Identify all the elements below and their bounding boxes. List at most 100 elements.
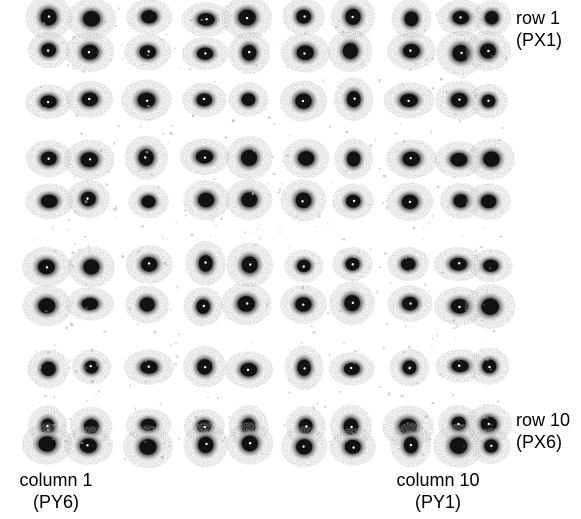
speckle: [191, 9, 193, 13]
speckle: [458, 119, 461, 123]
speckle: [361, 296, 365, 300]
spot: [182, 180, 230, 220]
speckle: [205, 107, 208, 109]
speckle: [337, 20, 341, 22]
speckle: [288, 391, 291, 394]
speckle: [72, 265, 75, 268]
speckle: [70, 92, 74, 94]
spot: [332, 247, 373, 282]
speckle: [431, 214, 434, 217]
speckle: [505, 56, 507, 60]
speckle: [447, 205, 449, 209]
speckle: [179, 66, 181, 69]
speckle: [175, 342, 177, 345]
speckle: [200, 19, 203, 21]
speckle: [431, 57, 434, 60]
speckle: [154, 429, 157, 432]
speckle: [342, 93, 345, 97]
speckle: [482, 227, 484, 229]
speckle: [141, 225, 144, 228]
speckle: [441, 272, 444, 274]
speckle: [100, 202, 103, 204]
speckle: [479, 246, 483, 249]
spot-center: [458, 98, 461, 101]
speckle: [164, 304, 167, 307]
speckle: [129, 384, 131, 387]
spot: [126, 0, 173, 35]
speckle: [402, 35, 406, 37]
spot-center: [144, 156, 147, 159]
speckle: [167, 141, 170, 143]
speckle: [147, 54, 150, 56]
speckle: [217, 397, 219, 400]
spot: [280, 426, 328, 468]
speckle: [86, 399, 89, 403]
spot: [387, 285, 433, 322]
spot-center: [458, 262, 461, 265]
speckle: [63, 424, 65, 427]
spot-center: [204, 52, 207, 55]
speckle: [159, 403, 163, 406]
speckle: [486, 416, 489, 419]
spot: [67, 0, 117, 40]
speckle: [332, 203, 335, 205]
spot: [27, 31, 70, 69]
spot-center: [353, 97, 356, 100]
speckle: [408, 269, 412, 271]
spot: [64, 139, 115, 180]
speckle: [329, 440, 331, 442]
spot-core: [343, 362, 360, 376]
speckle: [68, 219, 71, 222]
speckle: [339, 390, 342, 394]
speckle: [431, 402, 435, 405]
speckle: [107, 170, 110, 173]
speckle: [400, 394, 404, 398]
speckle: [162, 236, 164, 240]
speckle: [145, 380, 147, 383]
speckle: [414, 288, 416, 290]
speckle: [422, 227, 425, 230]
spot-center: [409, 302, 412, 305]
spot: [124, 135, 168, 180]
spot-center: [408, 200, 412, 204]
speckle: [496, 400, 498, 403]
speckle: [353, 255, 356, 259]
speckle: [83, 236, 87, 238]
speckle: [257, 228, 259, 231]
speckle: [440, 78, 443, 81]
speckle: [313, 369, 316, 372]
spot: [469, 83, 508, 119]
speckle: [207, 283, 209, 286]
speckle: [36, 257, 39, 261]
speckle: [121, 57, 123, 60]
speckle: [169, 132, 173, 135]
speckle: [52, 438, 54, 440]
spot: [226, 422, 274, 465]
speckle: [483, 304, 485, 306]
spot-center: [351, 263, 354, 266]
spot-core: [141, 195, 156, 208]
speckle: [341, 310, 344, 312]
spot-core: [198, 436, 214, 454]
speckle: [455, 337, 457, 340]
speckle: [467, 63, 470, 66]
spot-center: [147, 365, 150, 368]
spot: [183, 422, 228, 468]
speckle: [212, 162, 215, 165]
speckle: [323, 405, 327, 408]
speckle: [165, 309, 169, 311]
speckle: [178, 332, 180, 335]
speckle: [99, 268, 101, 271]
speckle: [207, 378, 210, 380]
spot: [63, 426, 113, 466]
spot: [468, 249, 513, 283]
speckle: [432, 87, 435, 90]
speckle: [40, 86, 42, 89]
spot-core: [38, 436, 56, 452]
speckle: [113, 142, 115, 145]
speckle: [99, 154, 103, 157]
column-1-label: column 1 (PY6): [6, 469, 106, 513]
row-10-label-line1: row 10: [516, 410, 571, 430]
speckle: [253, 148, 255, 152]
spot: [331, 0, 375, 39]
